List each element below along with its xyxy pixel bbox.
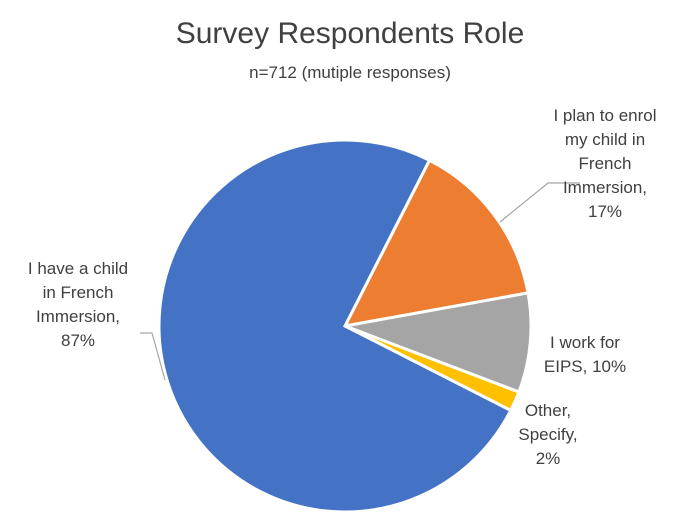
pie-slice-1 (342, 158, 530, 329)
leader-line-4 (140, 332, 166, 381)
data-label-4: I have a child in French Immersion, 87% (28, 259, 128, 350)
data-label-2: I work for EIPS, 10% (544, 333, 626, 376)
chart-title: Survey Respondents Role (176, 17, 525, 50)
data-label-3: Other, Specify, 2% (518, 401, 577, 468)
data-labels: I plan to enrol my child in French Immersio… (28, 106, 657, 468)
leader-line-1 (499, 182, 580, 223)
pie-slices (157, 138, 533, 512)
pie-slice-2 (339, 291, 533, 394)
leader-lines (140, 182, 580, 381)
chart-subtitle: n=712 (mutiple responses) (249, 63, 451, 82)
pie-slice-4 (157, 138, 513, 512)
data-label-1: I plan to enrol my child in French Immersio… (553, 106, 656, 221)
